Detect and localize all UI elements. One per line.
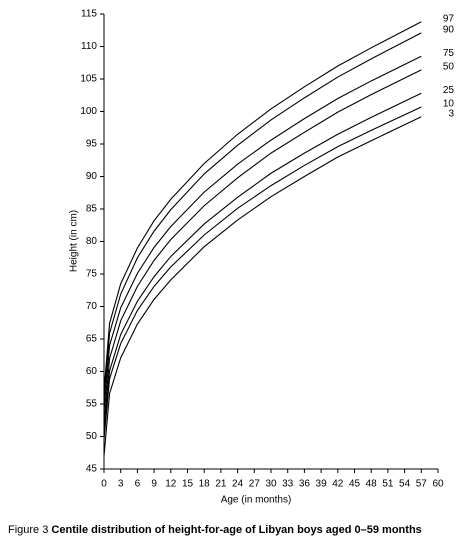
x-tick-label: 0 [101, 479, 107, 490]
y-tick-label: 80 [86, 236, 98, 247]
y-tick-label: 110 [81, 41, 97, 52]
x-tick-label: 27 [249, 479, 261, 490]
centile-line [103, 116, 422, 457]
y-tick-label: 60 [86, 366, 98, 377]
centile-line [103, 32, 422, 401]
centile-line [103, 55, 422, 411]
x-tick-label: 30 [265, 479, 277, 490]
y-tick-label: 90 [86, 171, 98, 182]
x-tick-label: 48 [366, 479, 378, 490]
y-tick-label: 50 [86, 431, 98, 442]
y-tick-label: 105 [80, 74, 97, 85]
x-tick-label: 57 [416, 479, 428, 490]
x-tick-label: 12 [165, 479, 177, 490]
line-label: 90 [443, 24, 455, 35]
caption-label: Figure 3 [8, 524, 48, 536]
x-tick-label: 9 [151, 479, 157, 490]
y-tick-label: 100 [80, 106, 97, 117]
y-tick-label: 45 [86, 464, 98, 475]
caption: Figure 3 Centile distribution of height-… [8, 524, 422, 536]
x-tick-label: 60 [432, 479, 444, 490]
y-tick-label: 70 [86, 301, 98, 312]
x-tick-label: 15 [182, 479, 194, 490]
x-tick-label: 42 [332, 479, 344, 490]
centile-line [103, 106, 422, 440]
line-label: 97 [443, 13, 455, 24]
x-tick-label: 6 [135, 479, 141, 490]
line-label: 10 [443, 99, 455, 110]
x-tick-label: 39 [316, 479, 328, 490]
y-tick-label: 65 [86, 334, 98, 345]
line-label: 75 [443, 48, 455, 59]
x-tick-label: 3 [118, 479, 124, 490]
y-axis-label: Height (in cm) [69, 210, 80, 272]
x-tick-label: 54 [399, 479, 411, 490]
y-tick-label: 85 [86, 204, 98, 215]
y-tick-label: 95 [86, 139, 98, 150]
x-tick-label: 21 [215, 479, 227, 490]
centile-line [103, 92, 422, 434]
y-tick-label: 75 [86, 269, 98, 280]
x-axis-label: Age (in months) [221, 495, 292, 506]
x-tick-label: 36 [299, 479, 311, 490]
x-tick-label: 33 [282, 479, 294, 490]
line-label: 3 [448, 108, 454, 119]
x-tick-label: 45 [349, 479, 361, 490]
line-label: 25 [443, 85, 455, 96]
y-tick-label: 115 [81, 9, 97, 20]
x-tick-label: 51 [382, 479, 394, 490]
caption-text: Centile distribution of height-for-age o… [51, 524, 421, 536]
x-tick-label: 24 [232, 479, 244, 490]
x-tick-label: 18 [199, 479, 211, 490]
line-label: 50 [443, 62, 455, 73]
centile-line [103, 21, 422, 392]
y-tick-label: 55 [86, 399, 98, 410]
centile-line [103, 69, 422, 424]
